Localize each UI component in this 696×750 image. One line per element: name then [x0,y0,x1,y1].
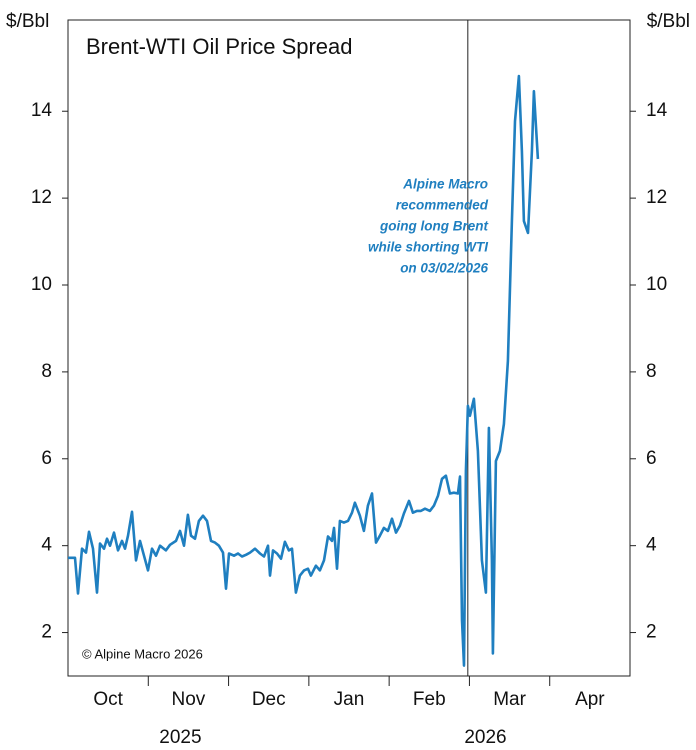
month-label: Jan [334,689,365,710]
chart-title: Brent-WTI Oil Price Spread [86,34,353,59]
y-tick-label: 2 [41,622,52,643]
y2-axis-label: $/Bbl [647,11,690,32]
month-label: Feb [413,689,446,710]
y-tick-label: 8 [41,361,52,382]
copyright: © Alpine Macro 2026 [82,646,203,661]
month-label: Nov [172,689,206,710]
data-line [68,74,540,667]
y-tick-label: 12 [31,187,52,208]
month-label: Apr [575,689,605,710]
month-label: Mar [493,689,526,710]
year-label: 2026 [464,727,506,748]
y2-tick-label: 12 [646,187,667,208]
y2-tick-label: 2 [646,622,657,643]
y-axis-label: $/Bbl [6,11,49,32]
annotation-text: on 03/02/2026 [400,261,488,276]
annotation-text: Alpine Macro [402,177,488,192]
month-label: Oct [93,689,123,710]
year-label: 2025 [159,727,201,748]
y-tick-label: 6 [41,448,52,469]
annotation-text: while shorting WTI [368,240,488,255]
y2-tick-label: 10 [646,274,667,295]
y2-tick-label: 4 [646,535,657,556]
y2-tick-label: 8 [646,361,657,382]
annotation-text: going long Brent [379,219,488,234]
annotation-text: recommended [396,198,489,213]
plot-frame [67,19,631,677]
month-label: Dec [252,689,286,710]
y2-tick-label: 6 [646,448,657,469]
y-tick-label: 4 [41,535,52,556]
y-tick-label: 14 [31,100,53,121]
y-tick-label: 10 [31,274,52,295]
y2-tick-label: 14 [646,100,668,121]
